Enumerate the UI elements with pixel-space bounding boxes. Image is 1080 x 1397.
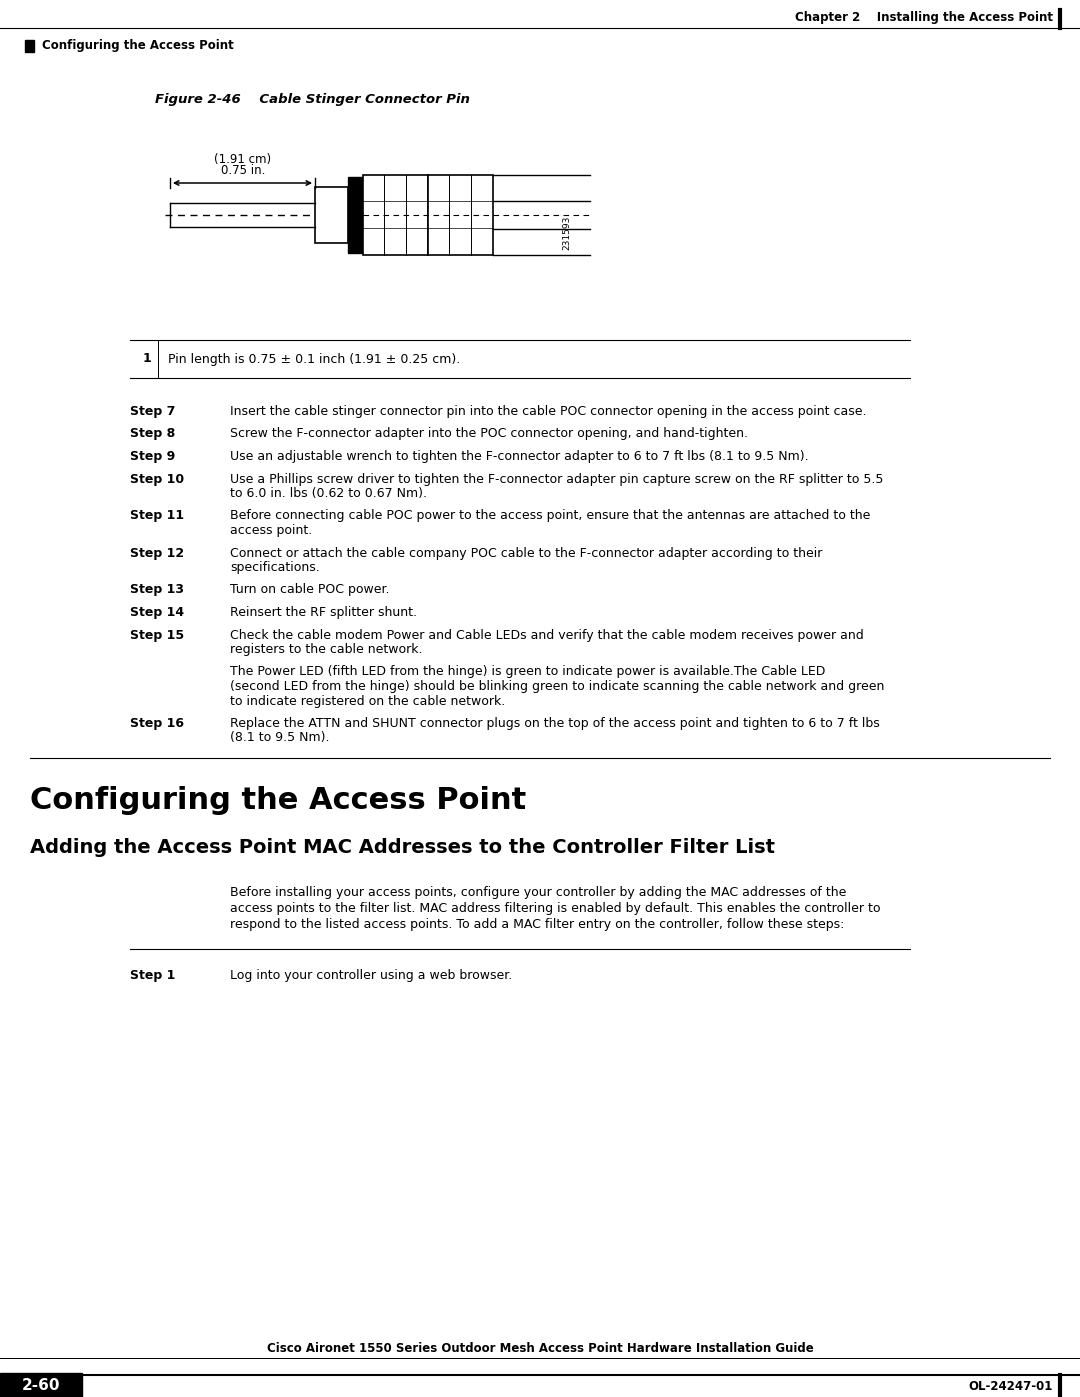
Text: respond to the listed access points. To add a MAC filter entry on the controller: respond to the listed access points. To … <box>230 918 845 930</box>
Text: Step 8: Step 8 <box>130 427 175 440</box>
Text: 1: 1 <box>143 352 152 366</box>
Text: registers to the cable network.: registers to the cable network. <box>230 643 422 657</box>
Text: specifications.: specifications. <box>230 562 320 574</box>
Bar <box>348 177 363 253</box>
Text: access point.: access point. <box>230 524 312 536</box>
Text: Cisco Aironet 1550 Series Outdoor Mesh Access Point Hardware Installation Guide: Cisco Aironet 1550 Series Outdoor Mesh A… <box>267 1341 813 1355</box>
Text: Step 16: Step 16 <box>130 717 184 731</box>
Text: Turn on cable POC power.: Turn on cable POC power. <box>230 584 390 597</box>
Text: Figure 2-46: Figure 2-46 <box>156 94 241 106</box>
Text: (8.1 to 9.5 Nm).: (8.1 to 9.5 Nm). <box>230 732 329 745</box>
Text: Step 12: Step 12 <box>130 546 184 560</box>
Text: OL-24247-01: OL-24247-01 <box>969 1379 1053 1393</box>
Text: Step 9: Step 9 <box>130 450 175 462</box>
Text: Screw the F-connector adapter into the POC connector opening, and hand-tighten.: Screw the F-connector adapter into the P… <box>230 427 748 440</box>
Text: Replace the ATTN and SHUNT connector plugs on the top of the access point and ti: Replace the ATTN and SHUNT connector plu… <box>230 717 880 731</box>
Text: 0.75 in.: 0.75 in. <box>220 165 266 177</box>
Text: Pin length is 0.75 ± 0.1 inch (1.91 ± 0.25 cm).: Pin length is 0.75 ± 0.1 inch (1.91 ± 0.… <box>168 352 460 366</box>
Text: Step 14: Step 14 <box>130 606 184 619</box>
Text: Configuring the Access Point: Configuring the Access Point <box>30 787 526 814</box>
Text: Step 11: Step 11 <box>130 510 184 522</box>
Text: to indicate registered on the cable network.: to indicate registered on the cable netw… <box>230 694 505 707</box>
Text: 2-60: 2-60 <box>22 1379 60 1393</box>
Text: Step 13: Step 13 <box>130 584 184 597</box>
Text: 231593: 231593 <box>563 215 571 250</box>
Text: Insert the cable stinger connector pin into the cable POC connector opening in t: Insert the cable stinger connector pin i… <box>230 405 866 418</box>
Text: Step 1: Step 1 <box>130 970 175 982</box>
Text: Chapter 2    Installing the Access Point: Chapter 2 Installing the Access Point <box>795 11 1053 25</box>
Text: Check the cable modem Power and Cable LEDs and verify that the cable modem recei: Check the cable modem Power and Cable LE… <box>230 629 864 641</box>
Bar <box>363 175 428 256</box>
Text: Reinsert the RF splitter shunt.: Reinsert the RF splitter shunt. <box>230 606 417 619</box>
Bar <box>25 41 33 52</box>
Bar <box>0 1373 82 1397</box>
Text: Log into your controller using a web browser.: Log into your controller using a web bro… <box>230 970 512 982</box>
Text: Step 7: Step 7 <box>130 405 175 418</box>
Text: Step 15: Step 15 <box>130 629 184 641</box>
Text: Use a Phillips screw driver to tighten the F-connector adapter pin capture screw: Use a Phillips screw driver to tighten t… <box>230 472 883 486</box>
Text: (1.91 cm): (1.91 cm) <box>215 152 271 165</box>
Text: Before installing your access points, configure your controller by adding the MA: Before installing your access points, co… <box>230 886 847 900</box>
Text: Configuring the Access Point: Configuring the Access Point <box>42 39 233 53</box>
Bar <box>428 175 492 256</box>
Text: access points to the filter list. MAC address filtering is enabled by default. T: access points to the filter list. MAC ad… <box>230 902 880 915</box>
Bar <box>315 187 348 243</box>
Text: The Power LED (fifth LED from the hinge) is green to indicate power is available: The Power LED (fifth LED from the hinge)… <box>230 665 825 679</box>
Text: Use an adjustable wrench to tighten the F-connector adapter to 6 to 7 ft lbs (8.: Use an adjustable wrench to tighten the … <box>230 450 809 462</box>
Text: Connect or attach the cable company POC cable to the F-connector adapter accordi: Connect or attach the cable company POC … <box>230 546 822 560</box>
Text: Adding the Access Point MAC Addresses to the Controller Filter List: Adding the Access Point MAC Addresses to… <box>30 838 775 856</box>
Text: Before connecting cable POC power to the access point, ensure that the antennas : Before connecting cable POC power to the… <box>230 510 870 522</box>
Text: to 6.0 in. lbs (0.62 to 0.67 Nm).: to 6.0 in. lbs (0.62 to 0.67 Nm). <box>230 488 427 500</box>
Text: Step 10: Step 10 <box>130 472 184 486</box>
Text: Cable Stinger Connector Pin: Cable Stinger Connector Pin <box>227 94 470 106</box>
Text: (second LED from the hinge) should be blinking green to indicate scanning the ca: (second LED from the hinge) should be bl… <box>230 680 885 693</box>
